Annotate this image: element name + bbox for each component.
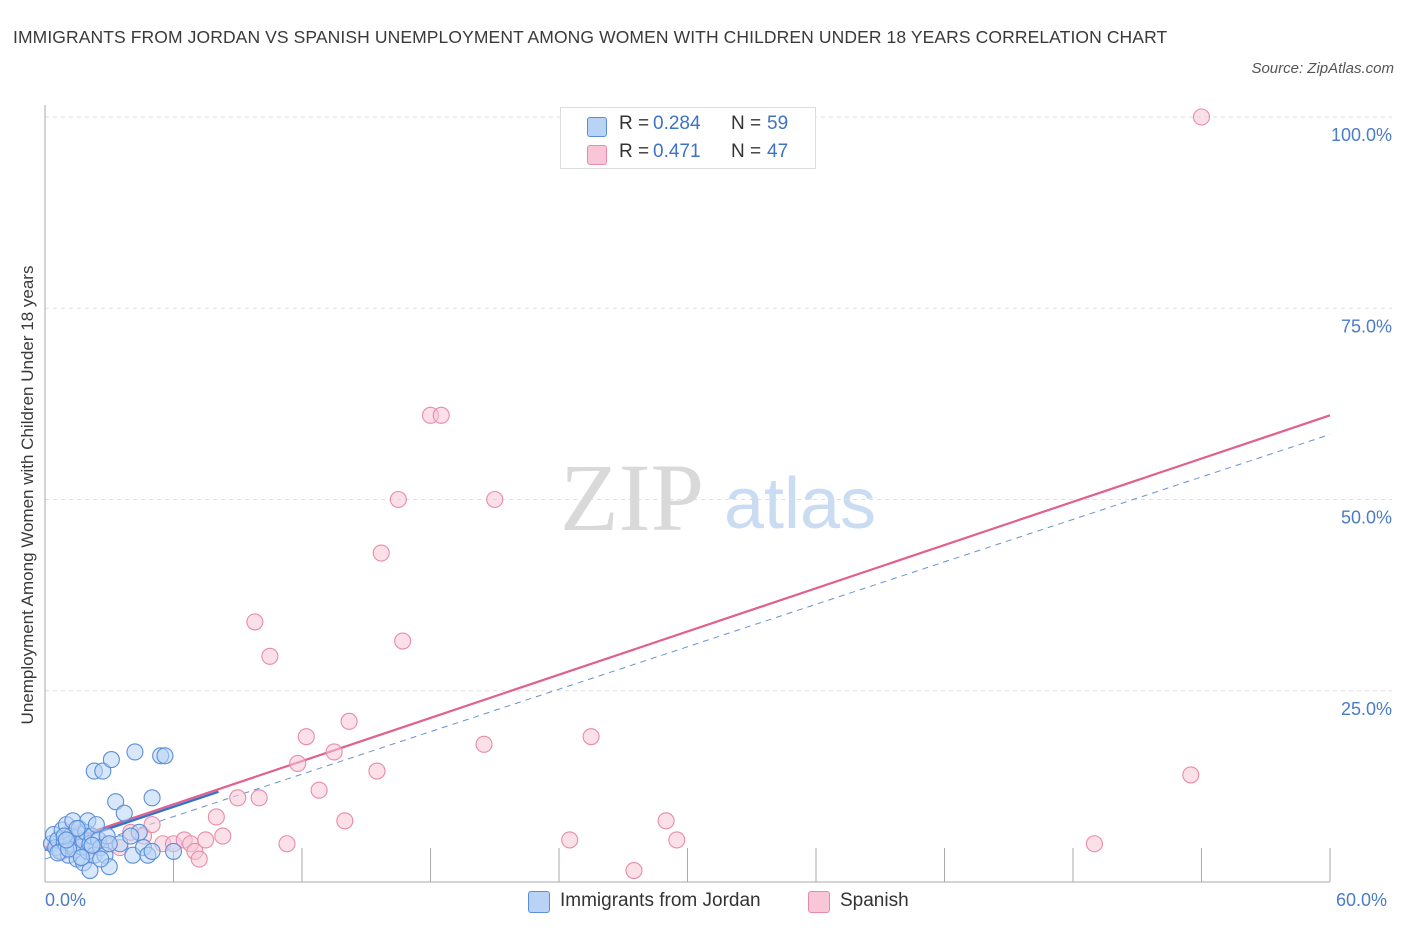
spanish-point: [475, 735, 493, 753]
y-tick-label: 50.0%: [1341, 508, 1392, 528]
r-label: R =: [619, 113, 650, 134]
spanish-point: [214, 827, 232, 845]
jordan-point: [143, 789, 161, 807]
r-value: 0.471: [653, 141, 701, 162]
jordan-point: [68, 819, 86, 838]
spanish-point: [278, 835, 296, 853]
spanish-swatch: [587, 145, 607, 165]
jordan-point: [143, 842, 161, 860]
r-label: R =: [619, 141, 650, 162]
jordan-point: [156, 747, 174, 765]
spanish-trend-line: [44, 414, 1331, 849]
spanish-point: [143, 816, 161, 834]
spanish-point: [197, 831, 215, 849]
spanish-point: [1182, 766, 1200, 784]
r-value: 0.284: [653, 113, 701, 134]
jordan-point: [57, 831, 75, 849]
y-tick-label: 25.0%: [1341, 699, 1392, 719]
spanish-legend-swatch: [808, 891, 830, 913]
source-label: Source: ZipAtlas.com: [1251, 60, 1394, 77]
jordan-point: [107, 793, 125, 811]
spanish-point: [561, 831, 579, 849]
stats-row-spanish: R = 0.471 N = 47: [561, 139, 815, 167]
spanish-point: [297, 728, 315, 746]
stats-row-jordan: R = 0.284 N = 59: [561, 111, 815, 139]
watermark-zip: ZIP: [560, 444, 704, 551]
spanish-point: [432, 406, 450, 424]
jordan-point: [122, 827, 140, 845]
spanish-point: [582, 728, 600, 746]
legend-label-jordan: Immigrants from Jordan: [560, 890, 761, 911]
legend-label-spanish: Spanish: [840, 890, 909, 911]
jordan-point: [83, 836, 101, 854]
jordan-point: [72, 848, 90, 867]
jordan-legend-swatch: [528, 891, 550, 913]
spanish-point: [246, 613, 264, 631]
jordan-point: [94, 762, 112, 780]
spanish-point: [325, 743, 343, 761]
y-tick-label: 75.0%: [1341, 316, 1392, 336]
trend-line-dashed: [44, 434, 1331, 860]
spanish-point: [340, 712, 358, 730]
stats-legend: R = 0.284 N = 59 R = 0.471 N = 47: [560, 107, 816, 169]
spanish-point: [394, 632, 412, 650]
spanish-point: [190, 850, 208, 868]
spanish-point: [229, 789, 247, 807]
jordan-point: [115, 804, 133, 822]
spanish-point: [657, 812, 675, 830]
watermark-atlas: atlas: [724, 464, 876, 544]
spanish-point: [368, 762, 386, 780]
n-label: N =: [731, 113, 762, 134]
x-tick-max: 60.0%: [1336, 890, 1388, 910]
jordan-point: [92, 850, 110, 868]
spanish-point: [289, 754, 307, 772]
spanish-point: [207, 808, 225, 826]
spanish-point: [250, 789, 268, 807]
y-tick-label: 100.0%: [1331, 125, 1392, 145]
n-label: N =: [731, 141, 762, 162]
jordan-point: [100, 835, 118, 853]
chart-title: IMMIGRANTS FROM JORDAN VS SPANISH UNEMPL…: [13, 27, 1168, 47]
spanish-point: [668, 831, 686, 849]
spanish-point: [389, 490, 407, 509]
spanish-point: [625, 861, 643, 880]
spanish-point: [1085, 835, 1103, 853]
jordan-point: [164, 842, 183, 860]
spanish-point: [261, 647, 279, 665]
spanish-point: [486, 490, 504, 509]
spanish-point: [310, 781, 328, 799]
n-value: 47: [767, 141, 789, 162]
jordan-point: [126, 743, 144, 761]
n-value: 59: [767, 113, 789, 134]
jordan-swatch: [587, 117, 607, 137]
spanish-point: [1192, 108, 1211, 126]
spanish-point: [372, 544, 390, 562]
spanish-point: [336, 812, 354, 830]
x-tick-min: 0.0%: [45, 890, 87, 910]
jordan-point: [102, 751, 120, 769]
